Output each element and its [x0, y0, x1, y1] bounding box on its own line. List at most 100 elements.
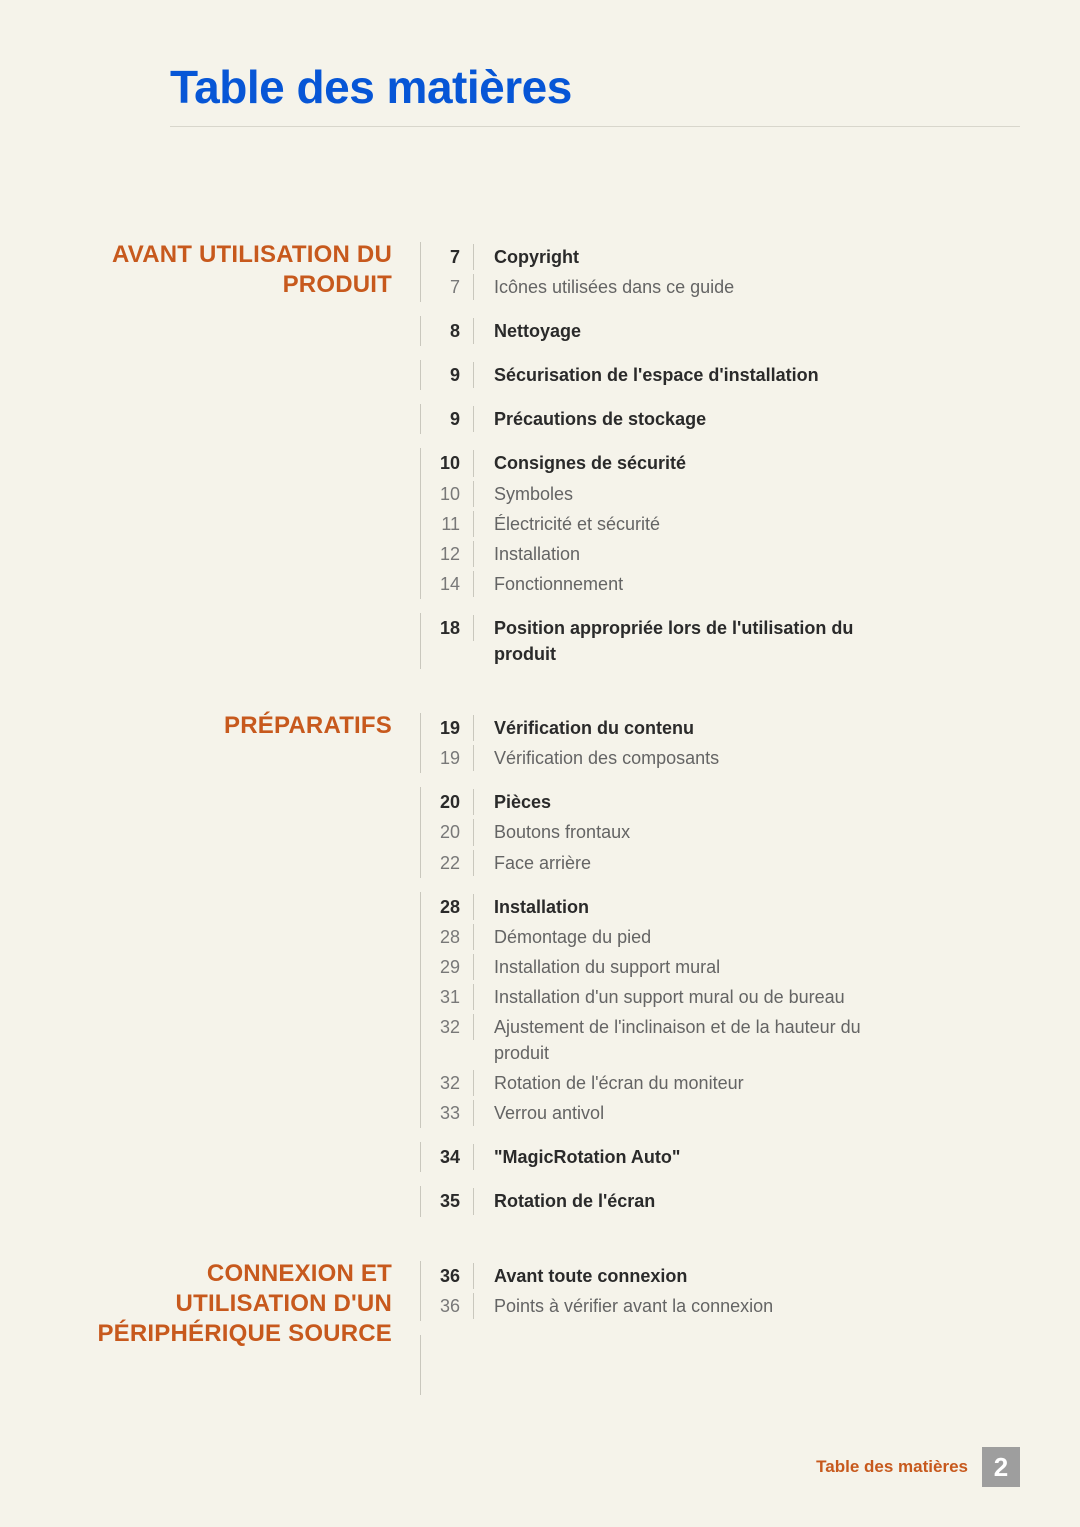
- toc-entry: 35Rotation de l'écran: [421, 1186, 1000, 1216]
- page: Table des matières AVANT UTILISATION DU …: [0, 0, 1080, 1527]
- entry-label: Installation: [474, 541, 580, 567]
- entry-label: Position appropriée lors de l'utilisatio…: [474, 615, 904, 667]
- entry-label: Installation du support mural: [474, 954, 720, 980]
- entry-group: 8Nettoyage: [420, 316, 1000, 346]
- entries-column: 7Copyright7Icônes utilisées dans ce guid…: [420, 242, 1000, 1409]
- entry-label: Verrou antivol: [474, 1100, 604, 1126]
- entry-label: Installation: [474, 894, 589, 920]
- toc-entry: 28Démontage du pied: [421, 922, 1000, 952]
- toc-entry: 29Installation du support mural: [421, 952, 1000, 982]
- page-footer: Table des matières 2: [816, 1447, 1020, 1487]
- title-block: Table des matières: [170, 60, 1020, 127]
- toc-entry: 20Pièces: [421, 787, 1000, 817]
- entry-group: 19Vérification du contenu19Vérification …: [420, 713, 1000, 773]
- entry-group: 34"MagicRotation Auto": [420, 1142, 1000, 1172]
- toc-entry: 9Sécurisation de l'espace d'installation: [421, 360, 1000, 390]
- entry-page-number: 7: [420, 274, 474, 300]
- toc-entry: 10Symboles: [421, 479, 1000, 509]
- entry-page-number: 9: [420, 406, 474, 432]
- entry-group: 36Avant toute connexion36Points à vérifi…: [420, 1261, 1000, 1321]
- document-title: Table des matières: [170, 60, 1020, 126]
- entry-label: Boutons frontaux: [474, 819, 630, 845]
- entry-label: Consignes de sécurité: [474, 450, 686, 476]
- entry-page-number: 7: [420, 244, 474, 270]
- entry-group: 28Installation28Démontage du pied29Insta…: [420, 892, 1000, 1129]
- entry-page-number: 34: [420, 1144, 474, 1170]
- entry-label: Points à vérifier avant la connexion: [474, 1293, 773, 1319]
- toc-entry: 31Installation d'un support mural ou de …: [421, 982, 1000, 1012]
- entry-page-number: 10: [420, 481, 474, 507]
- toc-entry: 32Rotation de l'écran du moniteur: [421, 1068, 1000, 1098]
- entry-group: 10Consignes de sécurité10Symboles11Élect…: [420, 448, 1000, 598]
- entry-label: Fonctionnement: [474, 571, 623, 597]
- entry-group: 20Pièces20Boutons frontaux22Face arrière: [420, 787, 1000, 877]
- entry-label: Avant toute connexion: [474, 1263, 687, 1289]
- entry-label: Face arrière: [474, 850, 591, 876]
- entry-label: Vérification du contenu: [474, 715, 694, 741]
- entry-page-number: 14: [420, 571, 474, 597]
- section-title: CONNEXION ET UTILISATION D'UN PÉRIPHÉRIQ…: [80, 1259, 420, 1349]
- toc-entry: 11Électricité et sécurité: [421, 509, 1000, 539]
- toc-entry: 18Position appropriée lors de l'utilisat…: [421, 613, 1000, 669]
- entry-label: Démontage du pied: [474, 924, 651, 950]
- trailing-divider: [420, 1335, 1000, 1395]
- toc-entry: 36Avant toute connexion: [421, 1261, 1000, 1291]
- entry-group: 9Précautions de stockage: [420, 404, 1000, 434]
- entry-page-number: 20: [420, 789, 474, 815]
- entry-page-number: 28: [420, 924, 474, 950]
- entry-page-number: 10: [420, 450, 474, 476]
- entry-page-number: 31: [420, 984, 474, 1010]
- toc-entry: 9Précautions de stockage: [421, 404, 1000, 434]
- entry-label: Sécurisation de l'espace d'installation: [474, 362, 819, 388]
- toc-entry: 7Icônes utilisées dans ce guide: [421, 272, 1000, 302]
- toc-entry: 22Face arrière: [421, 848, 1000, 878]
- toc-entry: 36Points à vérifier avant la connexion: [421, 1291, 1000, 1321]
- entry-label: Rotation de l'écran: [474, 1188, 655, 1214]
- entry-page-number: 9: [420, 362, 474, 388]
- entry-label: Rotation de l'écran du moniteur: [474, 1070, 744, 1096]
- toc-entry: 19Vérification des composants: [421, 743, 1000, 773]
- entry-label: Vérification des composants: [474, 745, 719, 771]
- entry-label: Symboles: [474, 481, 573, 507]
- entry-page-number: 36: [420, 1263, 474, 1289]
- section-title: AVANT UTILISATION DU PRODUIT: [80, 240, 420, 300]
- title-underline: [170, 126, 1020, 127]
- entry-page-number: 29: [420, 954, 474, 980]
- entry-label: Nettoyage: [474, 318, 581, 344]
- table-of-contents: AVANT UTILISATION DU PRODUIT PRÉPARATIFS C…: [0, 242, 1080, 1409]
- section-title: PRÉPARATIFS: [80, 711, 420, 741]
- footer-label: Table des matières: [816, 1457, 968, 1477]
- toc-entry: 19Vérification du contenu: [421, 713, 1000, 743]
- entry-group: 35Rotation de l'écran: [420, 1186, 1000, 1216]
- section-spacer: [420, 1231, 1000, 1261]
- entry-page-number: 18: [420, 615, 474, 641]
- entry-page-number: 33: [420, 1100, 474, 1126]
- toc-entry: 12Installation: [421, 539, 1000, 569]
- entry-page-number: 8: [420, 318, 474, 344]
- entry-label: Copyright: [474, 244, 579, 270]
- entry-group: 9Sécurisation de l'espace d'installation: [420, 360, 1000, 390]
- entry-page-number: 32: [420, 1070, 474, 1096]
- entry-label: Ajustement de l'inclinaison et de la hau…: [474, 1014, 904, 1066]
- entry-label: Installation d'un support mural ou de bu…: [474, 984, 845, 1010]
- toc-entry: 10Consignes de sécurité: [421, 448, 1000, 478]
- toc-entry: 14Fonctionnement: [421, 569, 1000, 599]
- section-spacer: [420, 683, 1000, 713]
- entry-page-number: 35: [420, 1188, 474, 1214]
- entry-page-number: 12: [420, 541, 474, 567]
- entry-label: Précautions de stockage: [474, 406, 706, 432]
- entry-page-number: 11: [420, 511, 474, 537]
- entry-page-number: 19: [420, 715, 474, 741]
- toc-entry: 7Copyright: [421, 242, 1000, 272]
- toc-entry: 28Installation: [421, 892, 1000, 922]
- entry-label: Électricité et sécurité: [474, 511, 660, 537]
- entry-label: Icônes utilisées dans ce guide: [474, 274, 734, 300]
- toc-entry: 8Nettoyage: [421, 316, 1000, 346]
- entry-page-number: 22: [420, 850, 474, 876]
- toc-entry: 32Ajustement de l'inclinaison et de la h…: [421, 1012, 1000, 1068]
- entry-page-number: 28: [420, 894, 474, 920]
- entry-label: Pièces: [474, 789, 551, 815]
- footer-page-number: 2: [982, 1447, 1020, 1487]
- toc-entry: 33Verrou antivol: [421, 1098, 1000, 1128]
- entry-page-number: 19: [420, 745, 474, 771]
